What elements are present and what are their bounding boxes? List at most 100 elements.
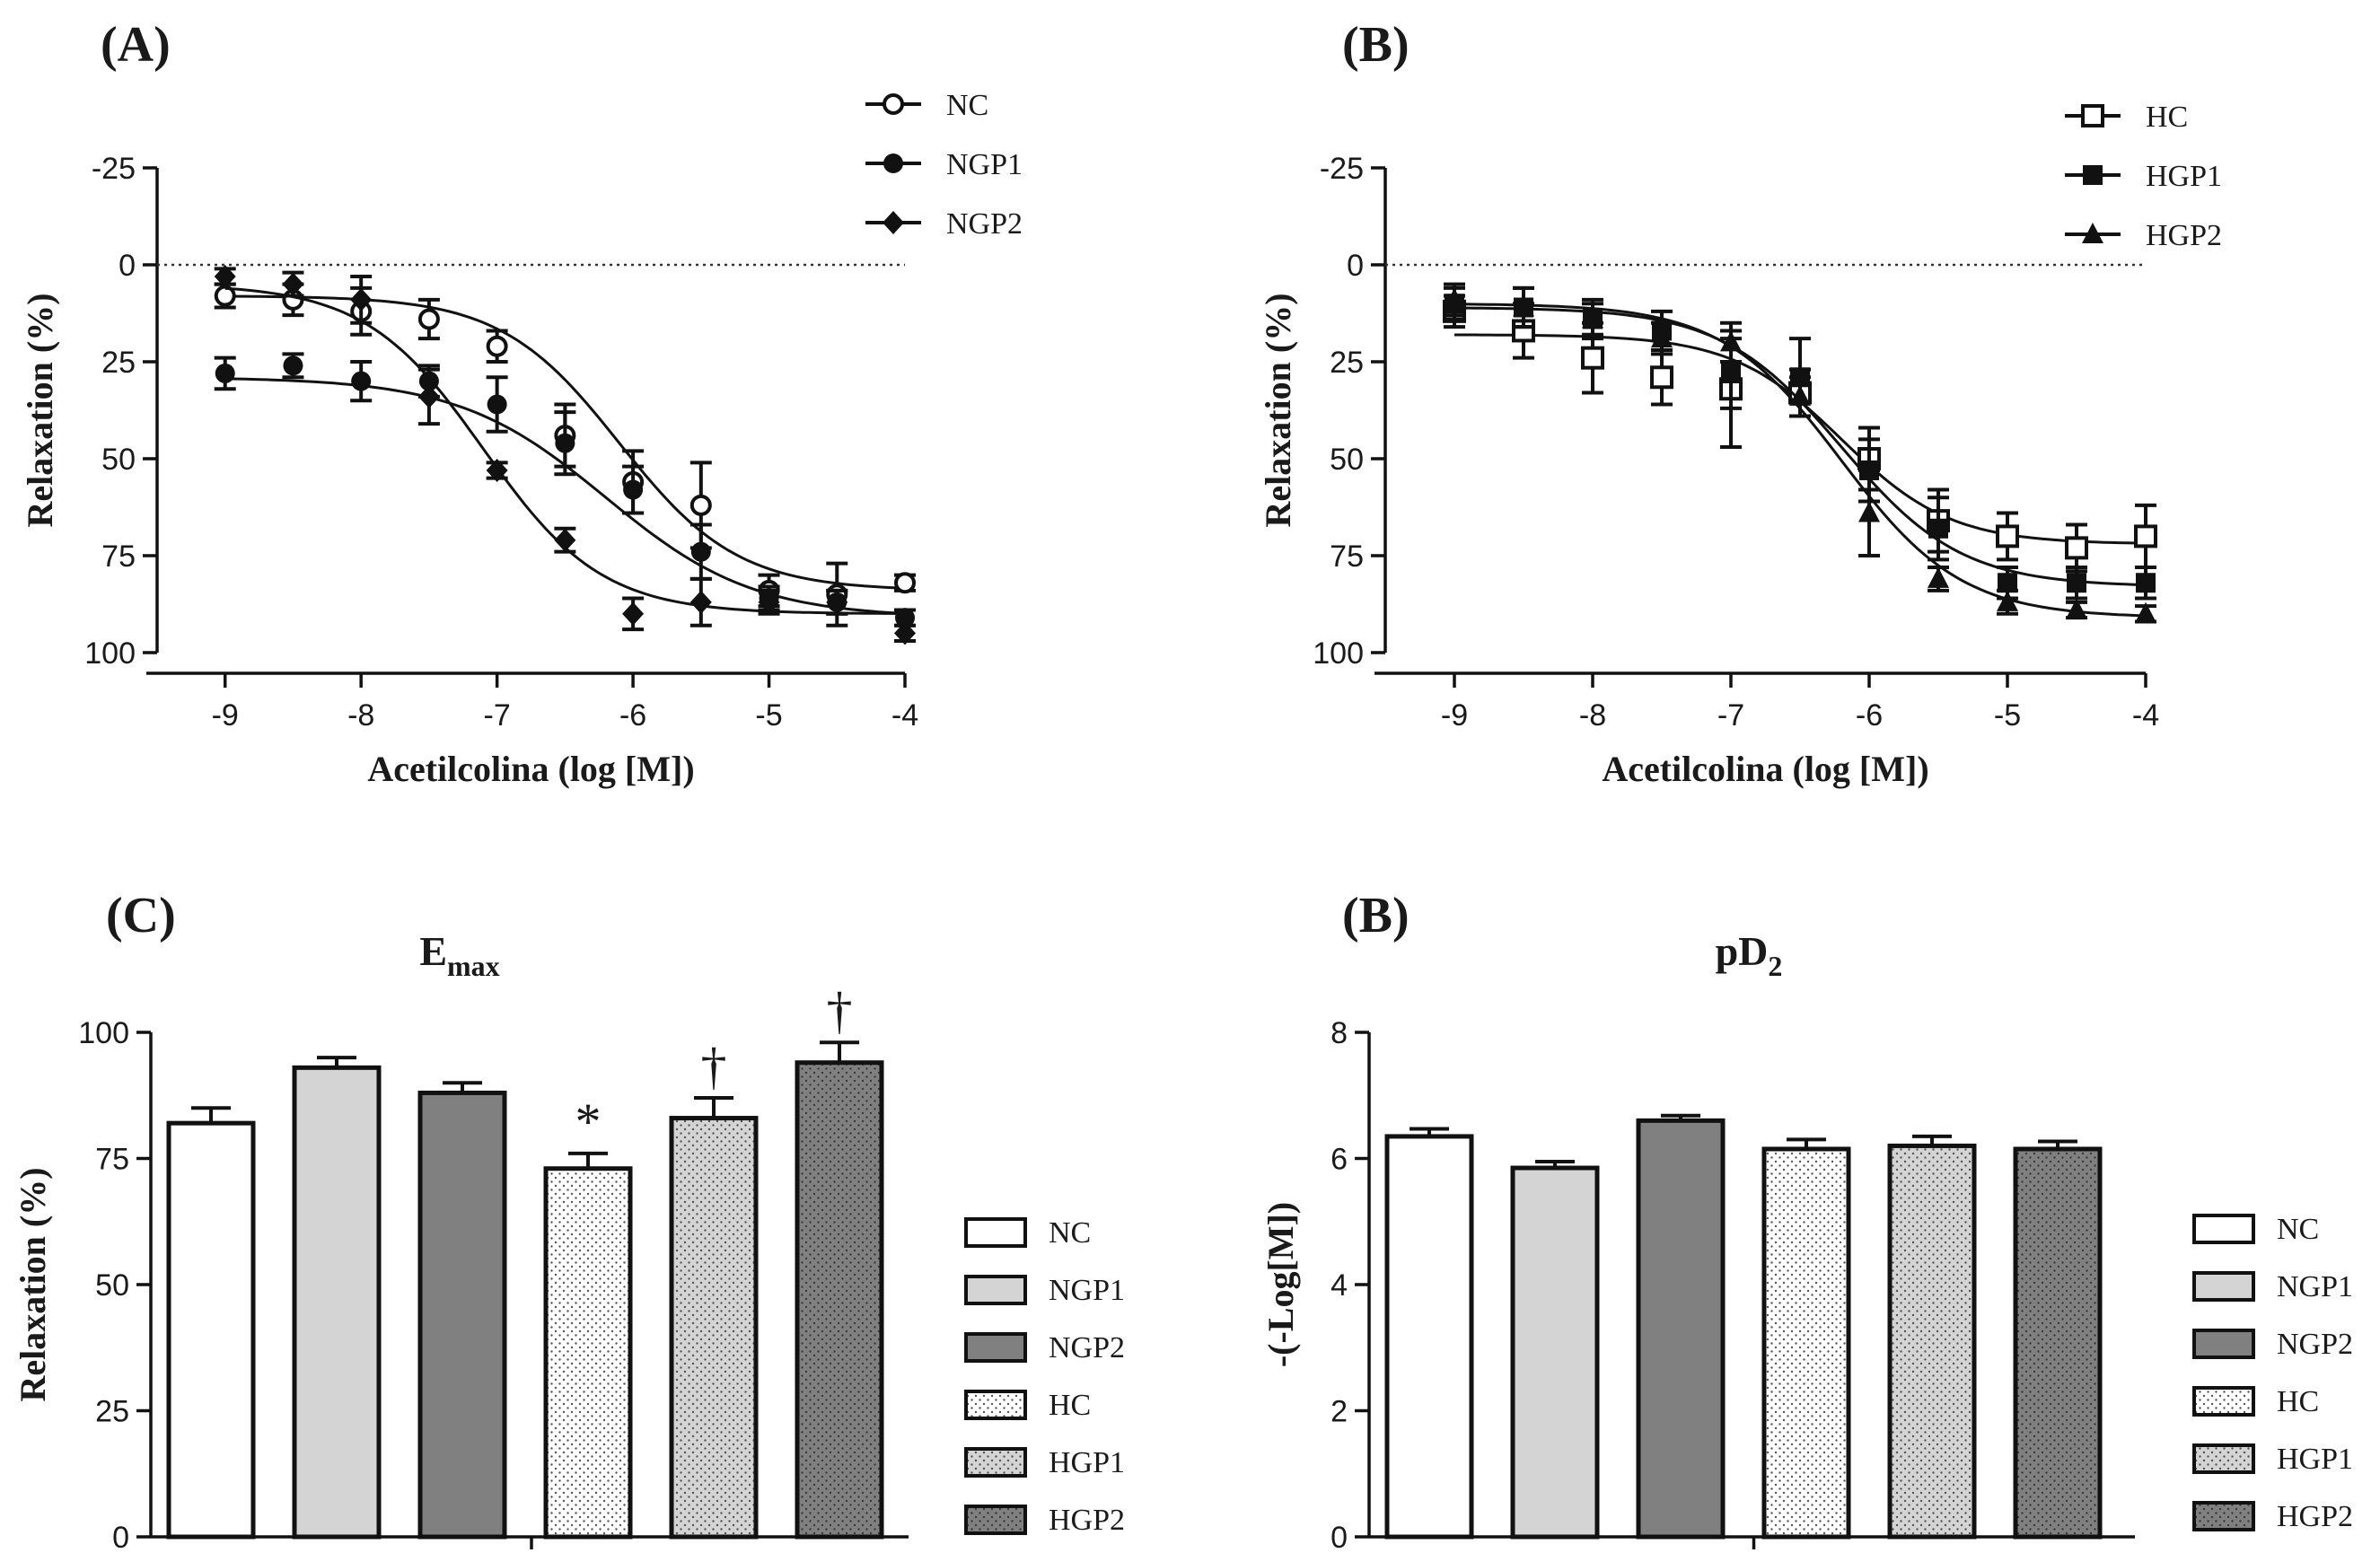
y-axis-label: Relaxation (%) [13, 1167, 53, 1401]
legend-swatch [2192, 1443, 2255, 1474]
panel-b-concentration-response: (B) -25 0 25 50 75 100 -9 -8 -7 -6 -5 -4 Acetilcolina… [1258, 17, 2222, 789]
y-tick-label: -25 [1320, 152, 1364, 186]
data-point-ngp2 [214, 264, 236, 288]
y-tick-label: 100 [84, 636, 136, 671]
legend-item-hgp2: HGP2 [964, 1504, 1125, 1537]
legend-swatch [964, 1390, 1027, 1420]
y-axis-label: -(-Log[M]) [1260, 1202, 1301, 1367]
bar-group-ngp1 [292, 1056, 382, 1540]
legend-swatch [2192, 1271, 2255, 1302]
legend-item-nc: NC [865, 89, 988, 122]
series-ngp1 [214, 352, 916, 628]
legend-marker [2081, 104, 2104, 127]
x-tick-label: -6 [619, 698, 646, 733]
bar-group-ngp2 [417, 1081, 507, 1540]
y-tick-label: 0 [1347, 249, 1364, 283]
data-point-ngp1 [555, 433, 575, 453]
data-point-ngp2 [758, 590, 780, 614]
data-point-hgp2 [1789, 384, 1811, 406]
bar-nc [1384, 1134, 1474, 1540]
bar-ngp1 [292, 1065, 382, 1540]
data-point-ngp2 [554, 528, 576, 552]
bar-group-hc [1761, 1137, 1851, 1540]
y-tick-label: 2 [1331, 1395, 1348, 1429]
data-point-hgp1 [1998, 573, 2017, 593]
legend-item-hc: HC [2065, 101, 2188, 134]
x-axis-label: Acetilcolina (log [M]) [367, 749, 694, 789]
y-tick-label: 25 [1330, 346, 1364, 380]
chart-title-main: pD [1716, 928, 1769, 974]
data-point-hgp2 [1582, 307, 1603, 329]
y-tick-label: 75 [101, 540, 136, 574]
y-tick-label: -25 [92, 152, 136, 186]
legend-item-hgp1: HGP1 [2192, 1443, 2353, 1476]
data-point-hgp1 [1721, 363, 1741, 383]
x-tick-label: -9 [212, 698, 239, 733]
panel-label: (C) [106, 888, 176, 943]
chart-title-subscript: 2 [1768, 950, 1782, 982]
data-point-hgp2 [1858, 501, 1880, 522]
series-hgp2 [1444, 282, 2156, 624]
y-tick-label: 4 [1331, 1268, 1348, 1303]
legend-swatch [964, 1505, 1027, 1535]
bar-group-hgp2: † [795, 981, 884, 1540]
legend-label: NC [946, 89, 988, 122]
legend-label: NGP2 [2277, 1328, 2353, 1361]
legend-label: NGP1 [1049, 1274, 1125, 1307]
x-tick-label: -4 [891, 698, 918, 733]
legend-marker [883, 93, 904, 115]
data-point-nc [486, 335, 508, 357]
legend-swatch [2192, 1386, 2255, 1417]
data-point-hgp1 [2067, 573, 2086, 593]
significance-mark: † [701, 1037, 727, 1095]
legend-item-ngp1: NGP1 [865, 148, 1023, 181]
data-point-hc [1996, 524, 2019, 548]
x-tick-label: -7 [484, 698, 511, 733]
panel-a-concentration-response: (A) -25 0 25 50 75 100 -9 -8 -7 -6 -5 -4 Acetilcolina… [20, 17, 1023, 789]
x-tick-label: -5 [755, 698, 782, 733]
data-point-hgp2 [1928, 566, 1949, 588]
y-tick-label: 50 [1330, 443, 1364, 477]
data-point-ngp2 [689, 590, 712, 614]
legend-label: HGP1 [1049, 1446, 1125, 1479]
legend-item-ngp1: NGP1 [964, 1274, 1125, 1307]
chart-title: pD2 [1716, 928, 1783, 982]
legend-item-nc: NC [964, 1216, 1091, 1250]
data-point-hgp2 [1651, 327, 1673, 348]
data-point-ngp1 [283, 355, 303, 376]
data-point-hgp2 [1444, 287, 1465, 309]
y-tick-label: 0 [1331, 1521, 1348, 1553]
data-point-nc [417, 308, 440, 330]
y-tick-label: 100 [1313, 636, 1364, 671]
bar-hgp1 [1887, 1143, 1977, 1540]
legend-label: HGP2 [2277, 1500, 2353, 1533]
panel-label: (A) [101, 17, 171, 73]
legend-swatch [964, 1332, 1027, 1363]
data-point-ngp1 [215, 363, 235, 383]
x-tick-label: -4 [2132, 698, 2159, 733]
x-axis-label: Acetilcolina (log [M]) [1602, 749, 1928, 789]
bar-group-ngp1 [1510, 1160, 1600, 1540]
y-tick-label: 25 [101, 346, 136, 380]
y-tick-label: 8 [1331, 1016, 1348, 1050]
series-ngp2 [214, 264, 916, 645]
y-tick-label: 0 [119, 249, 136, 283]
legend-item-ngp1: NGP1 [2192, 1270, 2353, 1303]
legend-label: HGP2 [1049, 1504, 1125, 1537]
chart-title-subscript: max [447, 950, 500, 982]
y-tick-label: 25 [95, 1395, 129, 1429]
legend-label: NGP2 [946, 207, 1023, 241]
significance-mark: * [575, 1092, 602, 1151]
data-point-hgp2 [1720, 330, 1742, 352]
data-point-hc [1581, 346, 1604, 370]
legend-item-hc: HC [2192, 1385, 2319, 1418]
panel-label: (B) [1342, 888, 1410, 943]
x-tick-label: -6 [1856, 698, 1883, 733]
y-tick-label: 50 [95, 1268, 129, 1303]
legend-marker [2082, 223, 2103, 243]
bar-ngp1 [1510, 1165, 1600, 1540]
bar-group-hgp1: † [669, 1037, 759, 1540]
legend-label: HC [2277, 1385, 2319, 1418]
bar-group-hc: * [543, 1092, 633, 1540]
